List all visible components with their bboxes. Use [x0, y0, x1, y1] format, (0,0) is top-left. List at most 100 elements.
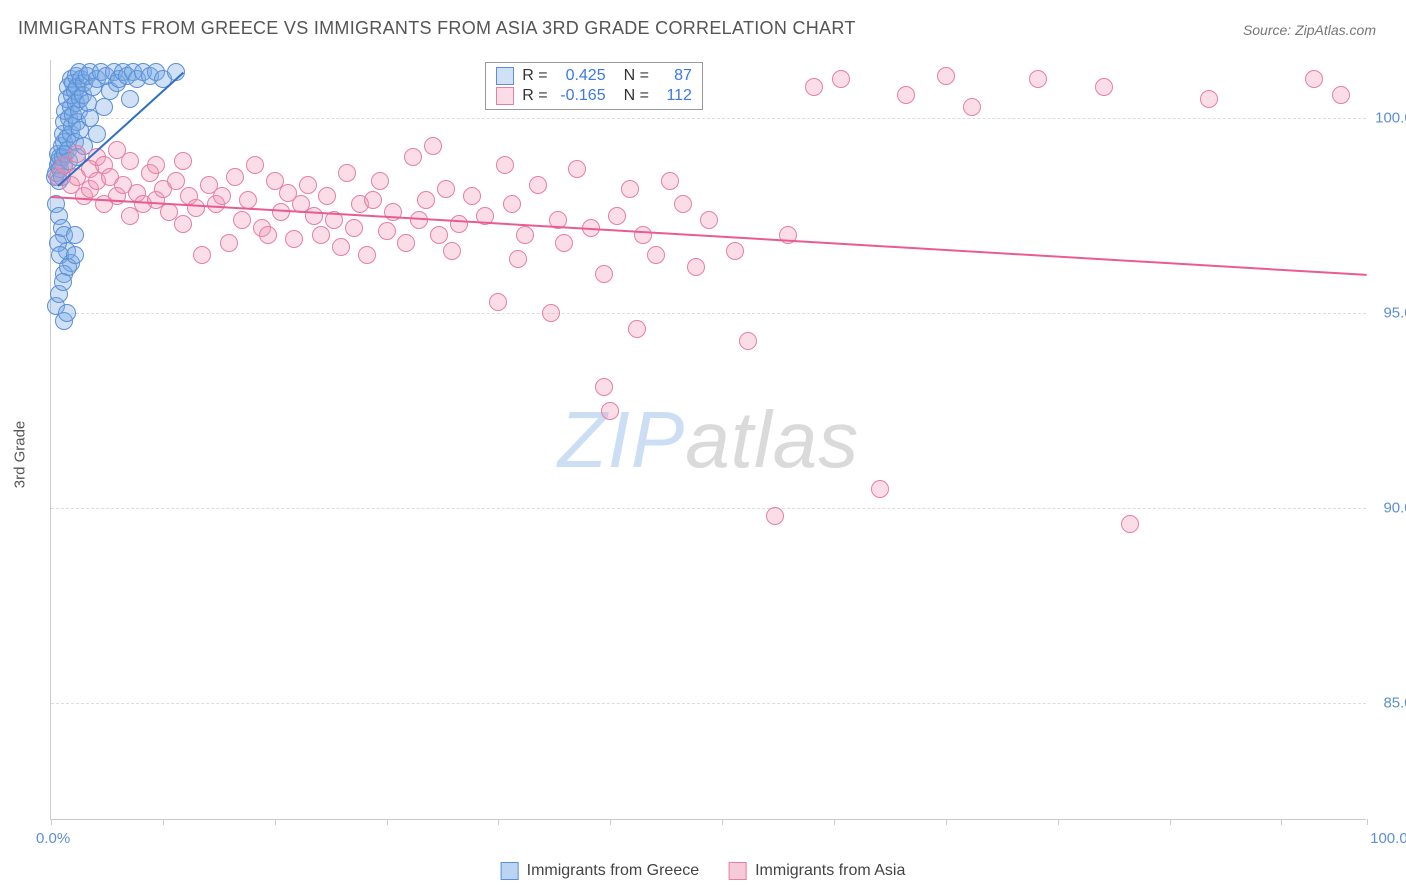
data-point — [832, 70, 850, 88]
data-point — [66, 246, 84, 264]
data-point — [167, 172, 185, 190]
data-point — [601, 402, 619, 420]
x-tick — [51, 819, 52, 825]
data-point — [1121, 515, 1139, 533]
data-point — [516, 226, 534, 244]
data-point — [259, 226, 277, 244]
legend-label-asia: Immigrants from Asia — [755, 862, 905, 880]
stats-swatch — [496, 67, 514, 85]
legend-item-asia: Immigrants from Asia — [729, 862, 905, 880]
x-tick — [387, 819, 388, 825]
data-point — [555, 234, 573, 252]
y-tick-label: 95.0% — [1383, 305, 1406, 322]
bottom-legend: Immigrants from Greece Immigrants from A… — [501, 862, 906, 880]
x-tick — [1367, 819, 1368, 825]
data-point — [338, 164, 356, 182]
data-point — [54, 273, 72, 291]
legend-swatch-asia — [729, 862, 747, 880]
x-tick — [163, 819, 164, 825]
data-point — [88, 125, 106, 143]
data-point — [1305, 70, 1323, 88]
data-point — [647, 246, 665, 264]
data-point — [489, 293, 507, 311]
data-point — [299, 176, 317, 194]
source-name: ZipAtlas.com — [1295, 22, 1376, 38]
data-point — [608, 207, 626, 225]
r-value: 0.425 — [556, 67, 606, 85]
x-tick — [275, 819, 276, 825]
data-point — [674, 195, 692, 213]
x-tick — [946, 819, 947, 825]
data-point — [496, 156, 514, 174]
n-label: N = — [624, 67, 649, 85]
data-point — [1200, 90, 1218, 108]
x-tick-min: 0.0% — [36, 830, 70, 847]
data-point — [332, 238, 350, 256]
data-point — [542, 304, 560, 322]
watermark-zip: ZIP — [558, 395, 685, 484]
data-point — [121, 152, 139, 170]
data-point — [766, 507, 784, 525]
data-point — [147, 156, 165, 174]
data-point — [358, 246, 376, 264]
data-point — [312, 226, 330, 244]
stats-legend-row: R =0.425N =87 — [496, 67, 692, 85]
data-point — [58, 304, 76, 322]
data-point — [397, 234, 415, 252]
x-tick — [834, 819, 835, 825]
data-point — [450, 215, 468, 233]
data-point — [424, 137, 442, 155]
data-point — [726, 242, 744, 260]
y-tick-label: 100.0% — [1375, 110, 1406, 127]
data-point — [187, 199, 205, 217]
data-point — [371, 172, 389, 190]
data-point — [503, 195, 521, 213]
watermark-atlas: atlas — [685, 395, 859, 484]
data-point — [174, 215, 192, 233]
x-tick — [722, 819, 723, 825]
legend-label-greece: Immigrants from Greece — [527, 862, 699, 880]
data-point — [66, 226, 84, 244]
data-point — [568, 160, 586, 178]
data-point — [233, 211, 251, 229]
data-point — [220, 234, 238, 252]
r-value: -0.165 — [556, 87, 606, 105]
stats-legend-row: R =-0.165N =112 — [496, 87, 692, 105]
y-tick-label: 90.0% — [1383, 500, 1406, 517]
data-point — [509, 250, 527, 268]
data-point — [463, 187, 481, 205]
x-tick — [498, 819, 499, 825]
data-point — [174, 152, 192, 170]
data-point — [700, 211, 718, 229]
legend-swatch-greece — [501, 862, 519, 880]
data-point — [95, 98, 113, 116]
data-point — [963, 98, 981, 116]
source-prefix: Source: — [1243, 22, 1295, 38]
gridline-h — [51, 703, 1366, 704]
chart-title: IMMIGRANTS FROM GREECE VS IMMIGRANTS FRO… — [18, 18, 856, 39]
data-point — [529, 176, 547, 194]
n-value: 112 — [657, 87, 692, 105]
r-label: R = — [522, 67, 547, 85]
data-point — [739, 332, 757, 350]
stats-legend: R =0.425N =87R =-0.165N =112 — [485, 62, 703, 110]
n-label: N = — [624, 87, 649, 105]
scatter-chart: ZIPatlas 0.0% 100.0% 85.0%90.0%95.0%100.… — [50, 60, 1366, 820]
data-point — [805, 78, 823, 96]
data-point — [226, 168, 244, 186]
data-point — [1332, 86, 1350, 104]
data-point — [305, 207, 323, 225]
data-point — [628, 320, 646, 338]
data-point — [404, 148, 422, 166]
data-point — [1095, 78, 1113, 96]
gridline-h — [51, 313, 1366, 314]
x-tick — [1170, 819, 1171, 825]
trend-line — [51, 196, 1367, 276]
x-tick — [1281, 819, 1282, 825]
gridline-h — [51, 508, 1366, 509]
y-axis-title: 3rd Grade — [12, 421, 29, 489]
data-point — [364, 191, 382, 209]
stats-swatch — [496, 87, 514, 105]
data-point — [621, 180, 639, 198]
gridline-h — [51, 118, 1366, 119]
